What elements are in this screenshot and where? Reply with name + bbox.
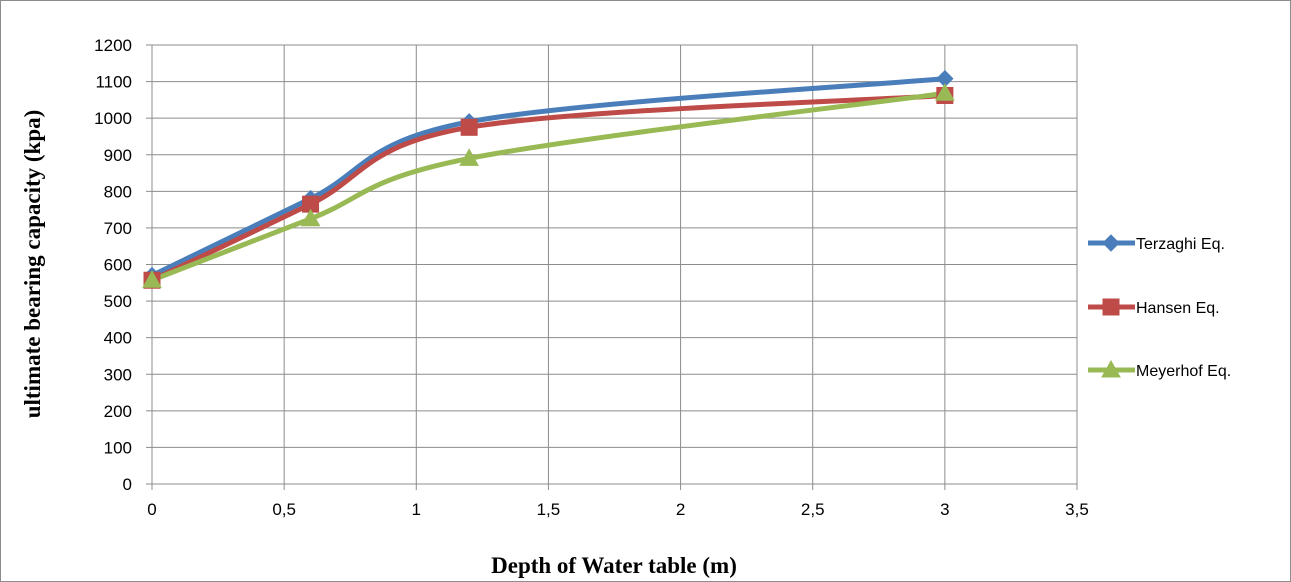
legend-swatch-marker [1102,298,1120,316]
y-tick-label: 0 [123,475,132,494]
meyerhof-eq-point [935,83,955,101]
legend-swatch-marker [1101,359,1121,378]
legend-swatch-marker [1102,234,1120,252]
hansen-eq-line [149,92,948,283]
y-tick-label: 1200 [94,36,132,55]
hansen-eq-point [460,118,478,136]
meyerhof-eq-line [149,90,948,283]
axes [146,44,1078,490]
meyerhof-eq-point [459,148,479,166]
y-axis-title: ultimate bearing capacity (kpa) [20,110,45,419]
y-tick-label: 800 [104,182,132,201]
legend-item-meyerhof-eq: Meyerhof Eq. [1088,359,1231,380]
x-tick-label: 3,5 [1065,500,1089,519]
x-tick-label: 1,5 [537,500,561,519]
x-tick-label: 0 [147,500,156,519]
x-tick-label: 3 [940,500,949,519]
meyerhof-eq-point [300,208,321,227]
y-tick-label: 400 [104,329,132,348]
legend-item-terzaghi-eq: Terzaghi Eq. [1088,234,1225,253]
meyerhof-eq-point [142,270,162,288]
x-tick-label: 0,5 [272,500,296,519]
y-tick-label: 100 [104,438,132,457]
x-axis-title: Depth of Water table (m) [491,553,737,578]
y-tick-label: 200 [104,402,132,421]
legend: Terzaghi Eq. Hansen Eq. Meyerhof Eq. [1088,234,1231,380]
terzaghi-eq-line [149,76,948,278]
x-tick-label: 2,5 [801,500,825,519]
x-tick-labels: 0 0,5 1 1,5 2 2,5 3 3,5 [147,500,1089,519]
y-tick-label: 1100 [95,73,132,92]
x-tick-label: 1 [412,500,421,519]
y-tick-label: 600 [104,256,132,275]
y-tick-label: 300 [104,365,132,384]
legend-label: Meyerhof Eq. [1136,363,1231,380]
y-tick-label: 1000 [94,109,132,128]
series-markers [142,69,955,289]
y-tick-label: 700 [104,219,132,238]
y-tick-label: 900 [104,146,132,165]
series-lines [149,76,948,283]
y-tick-label: 500 [104,292,132,311]
legend-label: Terzaghi Eq. [1136,236,1225,253]
x-tick-label: 2 [676,500,685,519]
legend-label: Hansen Eq. [1136,300,1220,317]
legend-item-hansen-eq: Hansen Eq. [1088,298,1220,317]
y-tick-labels: 0 100 200 300 400 500 600 700 800 900 1000 1100 1200 [94,36,132,494]
